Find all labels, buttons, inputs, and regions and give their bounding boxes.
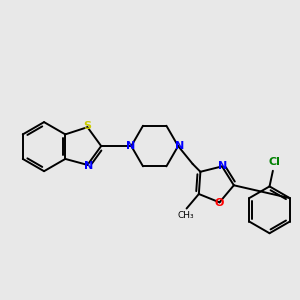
Text: O: O [215,199,224,208]
Text: Cl: Cl [268,158,280,167]
Text: N: N [84,161,93,171]
Text: N: N [125,141,135,151]
Text: CH₃: CH₃ [177,211,194,220]
Text: N: N [175,141,184,151]
Text: N: N [218,161,227,171]
Text: S: S [83,121,92,131]
